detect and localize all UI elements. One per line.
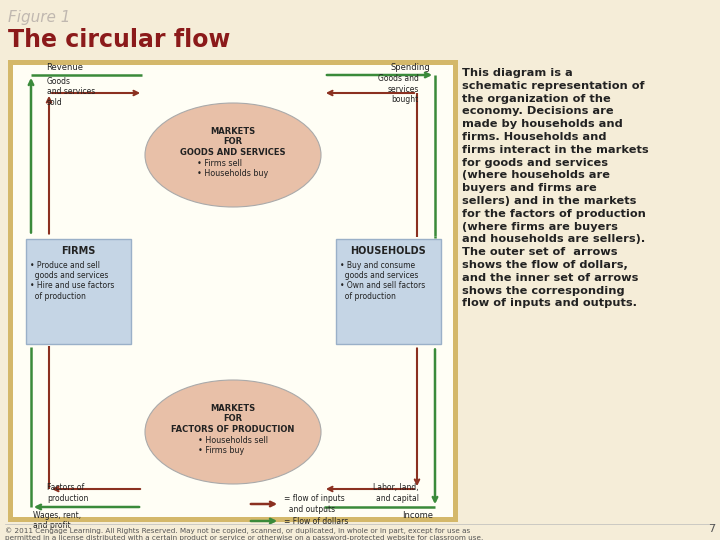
- Text: © 2011 Cengage Learning. All Rights Reserved. May not be copied, scanned, or dup: © 2011 Cengage Learning. All Rights Rese…: [5, 527, 483, 540]
- Text: FIRMS: FIRMS: [60, 246, 95, 256]
- FancyBboxPatch shape: [25, 239, 130, 343]
- Text: • Households sell
• Firms buy: • Households sell • Firms buy: [198, 436, 268, 455]
- Text: Labor, land,
and capital: Labor, land, and capital: [374, 483, 419, 503]
- Text: Revenue: Revenue: [46, 63, 83, 72]
- FancyBboxPatch shape: [8, 60, 458, 522]
- Text: • Produce and sell
  goods and services
• Hire and use factors
  of production: • Produce and sell goods and services • …: [30, 260, 115, 301]
- Text: Spending: Spending: [390, 63, 430, 72]
- Text: • Firms sell
• Households buy: • Firms sell • Households buy: [197, 159, 269, 178]
- Text: MARKETS
FOR
FACTORS OF PRODUCTION: MARKETS FOR FACTORS OF PRODUCTION: [171, 404, 294, 434]
- Text: MARKETS
FOR
GOODS AND SERVICES: MARKETS FOR GOODS AND SERVICES: [180, 127, 286, 157]
- Text: Factors of
production: Factors of production: [47, 483, 89, 503]
- Text: Figure 1: Figure 1: [8, 10, 71, 25]
- Text: Goods
and services
sold: Goods and services sold: [47, 77, 95, 107]
- Text: This diagram is a
schematic representation of
the organization of the
economy. D: This diagram is a schematic representati…: [462, 68, 649, 308]
- Text: Wages, rent,
and profit: Wages, rent, and profit: [33, 511, 81, 530]
- Text: • Buy and consume
  goods and services
• Own and sell factors
  of production: • Buy and consume goods and services • O…: [341, 260, 426, 301]
- Text: Goods and
services
bought: Goods and services bought: [378, 74, 419, 104]
- FancyBboxPatch shape: [336, 239, 441, 343]
- Text: = Flow of dollars: = Flow of dollars: [284, 516, 348, 525]
- Text: = flow of inputs
  and outputs: = flow of inputs and outputs: [284, 494, 345, 514]
- FancyBboxPatch shape: [13, 65, 453, 517]
- Text: Income: Income: [402, 511, 433, 520]
- Ellipse shape: [145, 380, 321, 484]
- Ellipse shape: [145, 103, 321, 207]
- Text: 7: 7: [708, 524, 715, 534]
- Text: HOUSEHOLDS: HOUSEHOLDS: [350, 246, 426, 256]
- Text: The circular flow: The circular flow: [8, 28, 230, 52]
